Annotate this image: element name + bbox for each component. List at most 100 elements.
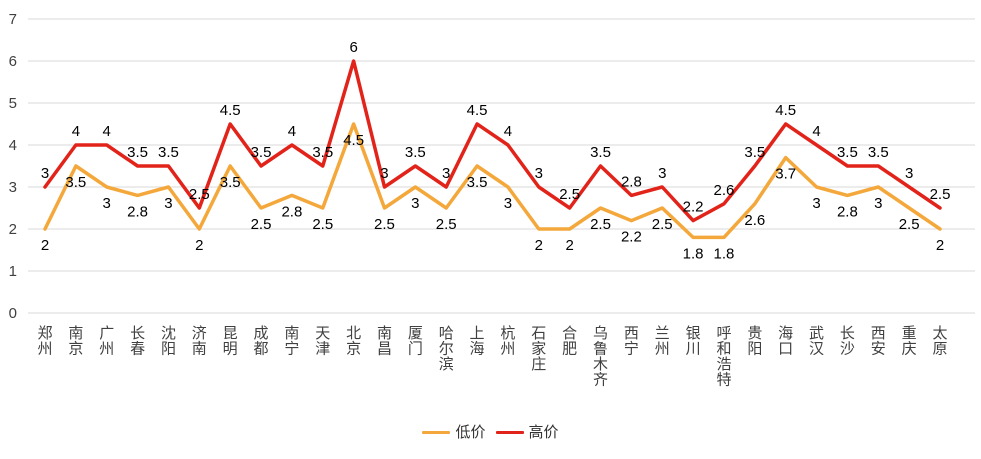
low-price-data-label: 2.5 — [312, 216, 333, 233]
low-price-data-label: 3.7 — [775, 166, 796, 183]
low-price-data-label: 3.5 — [467, 174, 488, 191]
high-price-data-label: 3.5 — [312, 144, 333, 161]
x-axis-category-label: 贵阳 — [747, 325, 762, 358]
high-price-data-label: 3.5 — [837, 144, 858, 161]
x-axis-category-label: 呼和浩特 — [716, 325, 731, 389]
low-price-data-label: 2 — [535, 237, 543, 254]
low-price-data-label: 2.5 — [590, 216, 611, 233]
high-price-line-swatch — [495, 431, 524, 434]
high-price-line — [43, 59, 942, 223]
high-price-data-label: 3.5 — [590, 144, 611, 161]
high-price-data-label: 4 — [288, 123, 296, 140]
low-price-data-label: 3 — [103, 195, 111, 212]
chart-legend: 低价 高价 — [0, 425, 981, 440]
y-axis-tick-label: 7 — [9, 11, 17, 28]
high-price-data-label: 4 — [812, 123, 820, 140]
x-axis-category-label: 石家庄 — [531, 325, 546, 373]
low-price-data-label: 3 — [504, 195, 512, 212]
low-price-data-label: 2.8 — [837, 203, 858, 220]
x-axis-category-label: 西安 — [871, 325, 886, 358]
high-price-data-label: 3 — [905, 165, 913, 182]
x-axis-category-label: 哈尔滨 — [439, 325, 454, 373]
x-axis-category-label: 济南 — [192, 325, 207, 358]
high-price-data-label: 4 — [504, 123, 512, 140]
high-price-data-label: 2.8 — [621, 173, 642, 190]
low-price-data-label: 3 — [411, 195, 419, 212]
legend-item-high-price: 高价 — [495, 424, 559, 441]
low-price-data-label: 2.2 — [621, 229, 642, 246]
low-price-data-label: 2.5 — [652, 216, 673, 233]
low-price-data-label: 3 — [164, 195, 172, 212]
high-price-data-label: 2.5 — [930, 186, 951, 203]
low-price-data-label: 2.5 — [251, 216, 272, 233]
x-axis-category-label: 成都 — [254, 325, 269, 358]
low-price-data-label: 3 — [874, 195, 882, 212]
price-line-chart: 0 1 2 3 4 5 6 7 2 3.5 3 2.8 3 2 3.5 2.5 2.8 2.5 4.5 2.5 3 2.5… — [9, 11, 975, 389]
low-price-data-label: 2 — [41, 237, 49, 254]
high-price-data-label: 4 — [103, 123, 111, 140]
low-price-data-label: 2.5 — [436, 216, 457, 233]
x-axis-category-label: 厦门 — [408, 325, 423, 358]
low-price-data-label: 3.5 — [65, 174, 86, 191]
x-axis-category-label: 昆明 — [223, 325, 238, 358]
low-price-data-label: 2.5 — [899, 216, 920, 233]
high-price-data-label: 6 — [349, 39, 357, 56]
x-axis-category-label: 上海 — [470, 325, 485, 358]
low-price-data-label: 2.8 — [127, 203, 148, 220]
high-price-data-label: 3 — [380, 165, 388, 182]
y-axis-tick-label: 6 — [9, 53, 17, 70]
high-price-data-label: 2.5 — [189, 186, 210, 203]
low-price-data-label: 2 — [565, 237, 573, 254]
high-price-data-label: 3.5 — [158, 144, 179, 161]
low-price-data-label: 3.5 — [220, 174, 241, 191]
high-price-data-label: 3 — [535, 165, 543, 182]
high-price-data-label: 3.5 — [744, 144, 765, 161]
x-axis-category-label: 沈阳 — [161, 325, 176, 358]
x-axis-category-label: 北京 — [346, 325, 361, 358]
high-price-data-label: 2.5 — [559, 186, 580, 203]
low-price-line — [43, 122, 942, 240]
legend-label-high-price: 高价 — [528, 424, 559, 441]
low-price-data-label: 1.8 — [683, 245, 704, 262]
x-axis-category-label: 南京 — [68, 325, 83, 358]
high-price-data-label: 3.5 — [251, 144, 272, 161]
x-axis-category-label: 太原 — [932, 325, 947, 358]
high-price-data-label: 4 — [72, 123, 80, 140]
x-axis-category-label: 南宁 — [284, 325, 299, 358]
high-price-data-label: 3.5 — [127, 144, 148, 161]
high-price-data-label: 3 — [41, 165, 49, 182]
y-axis-tick-label: 2 — [9, 221, 17, 238]
x-axis-category-label: 重庆 — [902, 325, 917, 358]
x-axis-category-label: 兰州 — [655, 325, 670, 358]
x-axis-category-label: 天津 — [315, 325, 330, 358]
y-axis-tick-label: 5 — [9, 95, 17, 112]
high-price-data-label: 3 — [442, 165, 450, 182]
x-axis-category-label: 武汉 — [809, 325, 824, 358]
high-price-data-label: 2.6 — [714, 182, 735, 199]
high-price-data-label: 4.5 — [467, 102, 488, 119]
legend-item-low-price: 低价 — [422, 424, 486, 441]
x-axis-category-label: 乌鲁木齐 — [593, 325, 608, 389]
x-axis-category-label: 长春 — [130, 325, 145, 358]
legend-label-low-price: 低价 — [455, 424, 486, 441]
low-price-data-label: 1.8 — [714, 245, 735, 262]
low-price-line-swatch — [422, 431, 451, 434]
high-price-data-label: 4.5 — [775, 102, 796, 119]
x-axis-category-label: 银川 — [686, 325, 701, 358]
low-price-data-label: 2.5 — [374, 216, 395, 233]
low-price-data-label: 2 — [936, 237, 944, 254]
x-axis-category-label: 杭州 — [500, 325, 515, 358]
high-price-data-label: 2.2 — [683, 199, 704, 216]
x-axis-category-label: 广州 — [99, 325, 114, 358]
high-price-data-label: 3.5 — [868, 144, 889, 161]
y-axis-tick-label: 3 — [9, 179, 17, 196]
x-axis-category-label: 郑州 — [37, 325, 52, 358]
x-axis-category-label: 合肥 — [562, 325, 577, 358]
low-price-data-label: 2.6 — [744, 212, 765, 229]
low-price-data-label: 2 — [195, 237, 203, 254]
low-price-data-label: 4.5 — [343, 132, 364, 149]
high-price-data-label: 3.5 — [405, 144, 426, 161]
low-price-data-label: 2.8 — [281, 203, 302, 220]
y-axis-tick-label: 1 — [9, 263, 17, 280]
